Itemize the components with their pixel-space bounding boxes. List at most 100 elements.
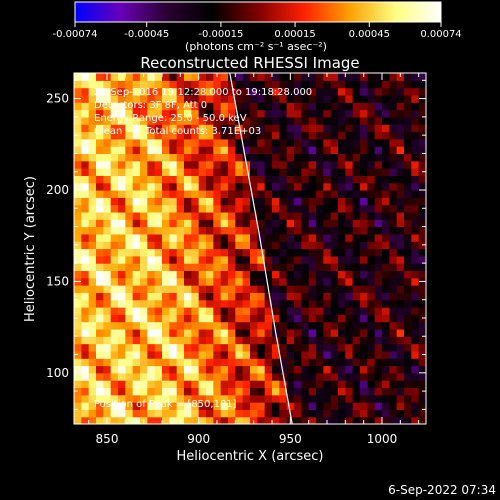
heatmap-cell — [103, 204, 112, 213]
heatmap-cell — [418, 358, 426, 367]
heatmap-cell — [242, 285, 251, 293]
heatmap-cell — [206, 255, 214, 264]
heatmap-cell — [272, 321, 280, 330]
heatmap-cell — [272, 307, 280, 315]
heatmap-cell — [132, 124, 141, 133]
heatmap-cell — [301, 321, 310, 330]
heatmap-cell — [147, 416, 156, 424]
heatmap-cell — [191, 131, 200, 140]
heatmap-cell — [301, 116, 310, 125]
heatmap-cell — [301, 416, 310, 424]
heatmap-cell — [213, 109, 222, 118]
heatmap-cell — [162, 263, 170, 272]
heatmap-cell — [184, 270, 192, 279]
heatmap-cell — [418, 343, 426, 352]
heatmap-cell — [286, 197, 295, 206]
heatmap-cell — [198, 109, 207, 118]
heatmap-cell — [323, 233, 332, 242]
heatmap-cell — [110, 73, 119, 81]
heatmap-cell — [323, 321, 332, 330]
heatmap-cell — [367, 285, 376, 293]
heatmap-cell — [338, 255, 346, 264]
heatmap-cell — [316, 233, 324, 242]
heatmap-cell — [396, 372, 405, 381]
heatmap-cell — [396, 138, 405, 147]
heatmap-cell — [389, 80, 398, 89]
heatmap-cell — [125, 394, 134, 403]
heatmap-cell — [220, 350, 229, 359]
heatmap-cell — [294, 270, 302, 279]
heatmap-cell — [110, 138, 119, 147]
heatmap-cell — [88, 153, 97, 162]
heatmap-cell — [235, 350, 244, 359]
heatmap-cell — [345, 131, 354, 140]
heatmap-cell — [198, 263, 207, 272]
heatmap-cell — [154, 358, 163, 367]
heatmap-cell — [132, 109, 141, 118]
heatmap-cell — [154, 416, 163, 424]
heatmap-cell — [206, 336, 214, 345]
heatmap-cell — [316, 394, 324, 403]
heatmap-cell — [213, 263, 222, 272]
heatmap-cell — [110, 380, 119, 389]
heatmap-cell — [294, 336, 302, 345]
heatmap-cell — [132, 402, 141, 410]
heatmap-cell — [162, 358, 170, 367]
heatmap-cell — [345, 372, 354, 381]
heatmap-cell — [88, 255, 97, 264]
heatmap-cell — [103, 160, 112, 169]
heatmap-cell — [88, 87, 97, 96]
heatmap-cell — [213, 270, 222, 279]
heatmap-cell — [367, 102, 376, 111]
heatmap-cell — [198, 380, 207, 389]
heatmap-cell — [418, 409, 426, 418]
heatmap-cell — [279, 307, 288, 315]
heatmap-cell — [301, 255, 310, 264]
heatmap-cell — [110, 299, 119, 308]
heatmap-cell — [88, 277, 97, 286]
heatmap-cell — [213, 307, 222, 315]
heatmap-cell — [382, 73, 390, 81]
heatmap-cell — [118, 219, 126, 228]
heatmap-cell — [338, 138, 346, 147]
heatmap-cell — [279, 190, 288, 198]
heatmap-cell — [176, 307, 185, 315]
heatmap-cell — [389, 197, 398, 206]
heatmap-cell — [411, 328, 420, 337]
heatmap-cell — [352, 394, 361, 403]
heatmap-cell — [154, 94, 163, 103]
heatmap-cell — [154, 197, 163, 206]
heatmap-cell — [235, 73, 244, 81]
heatmap-cell — [74, 409, 82, 418]
heatmap-cell — [360, 87, 368, 96]
heatmap-cell — [389, 168, 398, 176]
heatmap-cell — [154, 343, 163, 352]
heatmap-cell — [323, 87, 332, 96]
heatmap-cell — [264, 109, 273, 118]
heatmap-cell — [396, 190, 405, 198]
heatmap-cell — [191, 182, 200, 191]
heatmap-cell — [206, 328, 214, 337]
heatmap-cell — [147, 241, 156, 250]
heatmap-cell — [125, 328, 134, 337]
heatmap-cell — [198, 299, 207, 308]
heatmap-cell — [154, 285, 163, 293]
heatmap-cell — [345, 387, 354, 396]
heatmap-cell — [272, 299, 280, 308]
heatmap-cell — [396, 255, 405, 264]
heatmap-cell — [162, 182, 170, 191]
heatmap-cell — [96, 343, 104, 352]
heatmap-cell — [257, 109, 266, 118]
heatmap-cell — [250, 358, 258, 367]
heatmap-cell — [360, 358, 368, 367]
heatmap-cell — [308, 387, 317, 396]
heatmap-cell — [352, 328, 361, 337]
heatmap-cell — [110, 146, 119, 155]
heatmap-cell — [228, 387, 236, 396]
heatmap-cell — [169, 248, 178, 257]
heatmap-cell — [228, 124, 236, 133]
heatmap-cell — [235, 387, 244, 396]
heatmap-cell — [360, 190, 368, 198]
heatmap-cell — [242, 94, 251, 103]
heatmap-cell — [110, 343, 119, 352]
